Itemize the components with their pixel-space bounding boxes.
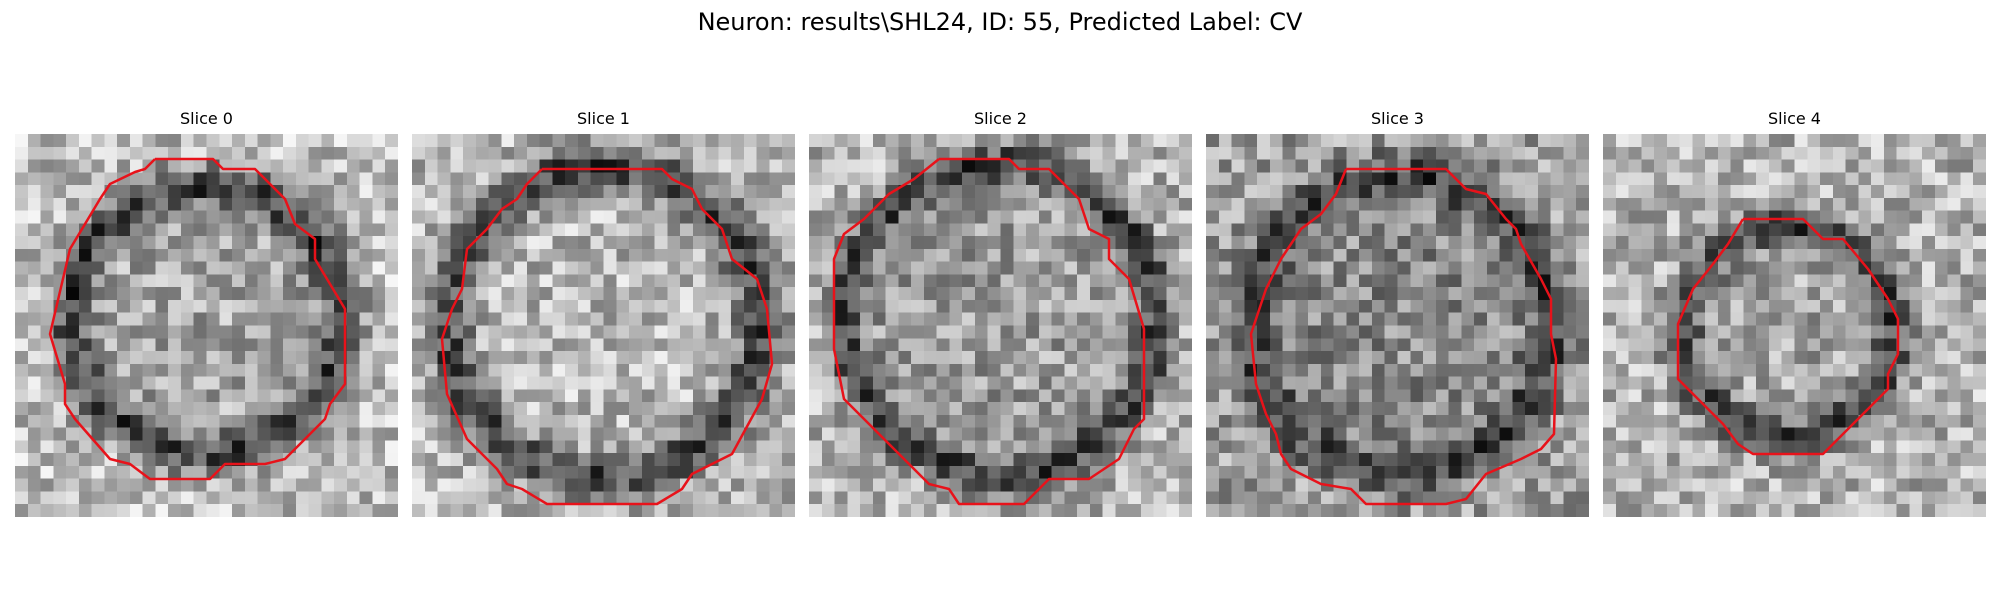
contour-overlay-2 xyxy=(809,134,1192,517)
neuron-contour-1 xyxy=(442,169,772,504)
contour-overlay-0 xyxy=(15,134,398,517)
slice-panel-1: Slice 1 xyxy=(412,134,795,517)
slice-title-2: Slice 2 xyxy=(809,109,1192,128)
slice-title-3: Slice 3 xyxy=(1206,109,1589,128)
slice-title-1: Slice 1 xyxy=(412,109,795,128)
contour-overlay-3 xyxy=(1206,134,1589,517)
slice-panel-4: Slice 4 xyxy=(1603,134,1986,517)
neuron-contour-4 xyxy=(1678,219,1898,454)
slice-title-0: Slice 0 xyxy=(15,109,398,128)
neuron-contour-2 xyxy=(834,159,1144,504)
figure-title: Neuron: results\SHL24, ID: 55, Predicted… xyxy=(0,8,2000,36)
slice-panel-2: Slice 2 xyxy=(809,134,1192,517)
neuron-contour-3 xyxy=(1251,169,1556,504)
slice-title-4: Slice 4 xyxy=(1603,109,1986,128)
slice-panel-0: Slice 0 xyxy=(15,134,398,517)
slice-panel-3: Slice 3 xyxy=(1206,134,1589,517)
contour-overlay-4 xyxy=(1603,134,1986,517)
neuron-contour-0 xyxy=(50,159,345,479)
contour-overlay-1 xyxy=(412,134,795,517)
